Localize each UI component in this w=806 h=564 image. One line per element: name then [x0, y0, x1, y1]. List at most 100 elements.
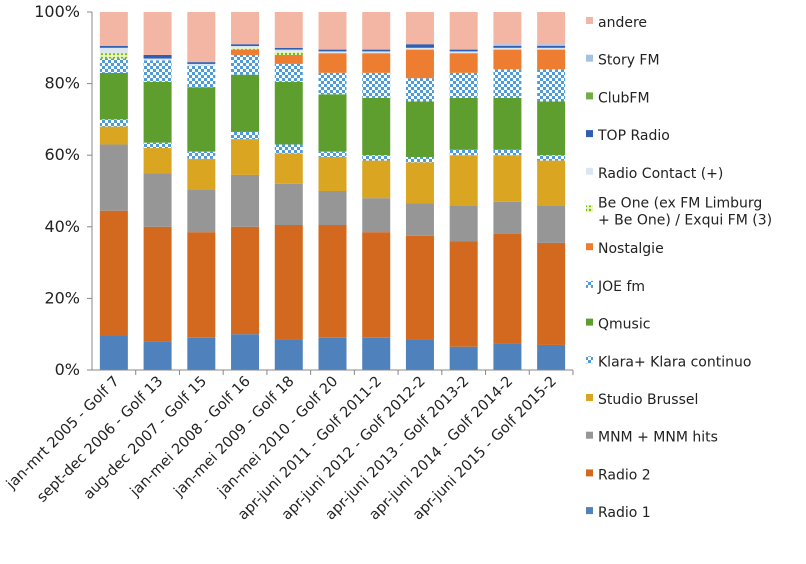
bar-segment: [449, 12, 478, 50]
bar-segment: [449, 149, 478, 156]
bar-segment: [537, 47, 566, 50]
bar-segment: [537, 160, 566, 206]
bar-segment: [143, 12, 172, 55]
bar-segment: [537, 205, 566, 243]
bar-segment: [537, 44, 566, 47]
legend-swatch: [586, 318, 593, 326]
bar-segment: [143, 173, 172, 227]
bar-segment: [274, 63, 303, 82]
bar-segment: [231, 49, 260, 55]
bar-segment: [493, 69, 522, 98]
legend-label: ClubFM: [598, 90, 650, 106]
legend-swatch: [586, 507, 593, 515]
bar-segment: [143, 58, 172, 61]
legend-label: Nostalgie: [598, 241, 664, 257]
bar-segment: [318, 49, 347, 52]
legend-label: Studio Brussel: [598, 392, 698, 408]
bars: [99, 12, 566, 370]
bar-segment: [274, 51, 303, 55]
bar-segment: [537, 155, 566, 161]
bar-segment: [231, 44, 260, 47]
bar-segment: [99, 53, 128, 59]
bar-segment: [143, 60, 172, 82]
legend-swatch: [586, 130, 593, 138]
bar-segment: [405, 47, 434, 50]
bar-segment: [362, 51, 391, 54]
bar-segment: [537, 344, 566, 370]
legend-label: TOP Radio: [597, 128, 670, 144]
bar-segment: [274, 49, 303, 52]
bar-segment: [99, 144, 128, 211]
bar-segment: [318, 12, 347, 50]
bar-segment: [231, 131, 260, 140]
legend-swatch: [586, 469, 593, 477]
bar-segment: [99, 47, 128, 54]
bar-segment: [449, 155, 478, 206]
bar-segment: [405, 12, 434, 45]
bar-segment: [449, 97, 478, 150]
y-tick-label: 80%: [44, 74, 80, 93]
y-tick-label: 0%: [55, 360, 80, 379]
bar-segment: [274, 339, 303, 370]
legend-swatch: [586, 356, 593, 364]
bar-segment: [449, 205, 478, 242]
bar-segment: [362, 53, 391, 73]
bar-segment: [231, 174, 260, 227]
bar-segment: [493, 233, 522, 344]
bar-segment: [405, 44, 434, 48]
bar-segment: [143, 81, 172, 143]
bar-segment: [274, 54, 303, 64]
bar-segment: [99, 119, 128, 127]
legend-label: Qmusic: [598, 317, 650, 333]
bar-segment: [362, 232, 391, 338]
bar-segment: [493, 97, 522, 150]
bar-segment: [362, 337, 391, 370]
bar-segment: [231, 139, 260, 175]
bar-segment: [231, 12, 260, 45]
legend-swatch: [586, 243, 593, 251]
bar-segment: [231, 226, 260, 335]
bar-segment: [143, 148, 172, 174]
bar-segment: [405, 339, 434, 370]
bar-segment: [274, 153, 303, 184]
bar-segment: [99, 335, 128, 370]
bar-segment: [143, 226, 172, 342]
legend-swatch: [586, 431, 593, 439]
bar-segment: [318, 94, 347, 152]
bar-segment: [405, 78, 434, 102]
legend-swatch: [586, 17, 593, 24]
legend-label: JOE fm: [597, 279, 645, 295]
bar-segment: [99, 72, 128, 120]
legend-label: Radio 2: [598, 467, 651, 483]
bar-segment: [405, 156, 434, 163]
bar-segment: [187, 65, 216, 88]
bar-segment: [449, 346, 478, 370]
bar-segment: [537, 69, 566, 102]
bar-segment: [187, 63, 216, 66]
legend-swatch: [586, 54, 593, 62]
bar-segment: [362, 198, 391, 233]
legend-label: Be One (ex FM Limburg + Be One) / Exqui F…: [598, 196, 772, 229]
bar-segment: [143, 54, 172, 59]
legend-label: Story FM: [598, 53, 660, 69]
bar-segment: [231, 74, 260, 132]
bar-segment: [231, 47, 260, 50]
bar-segment: [493, 47, 522, 50]
bar-segment: [405, 235, 434, 340]
bar-segment: [318, 53, 347, 73]
y-axis: 0% 20% 40% 60% 80% 100%: [34, 2, 93, 379]
bar-segment: [362, 72, 391, 98]
bar-segment: [231, 334, 260, 370]
bar-segment: [99, 12, 128, 47]
bar-segment: [187, 151, 216, 159]
bar-segment: [493, 343, 522, 370]
bar-segment: [405, 101, 434, 157]
bar-segment: [231, 54, 260, 75]
bar-segment: [187, 158, 216, 190]
bar-segment: [318, 72, 347, 95]
legend-label: andere: [598, 15, 647, 31]
bar-segment: [537, 12, 566, 45]
bar-segment: [274, 144, 303, 154]
